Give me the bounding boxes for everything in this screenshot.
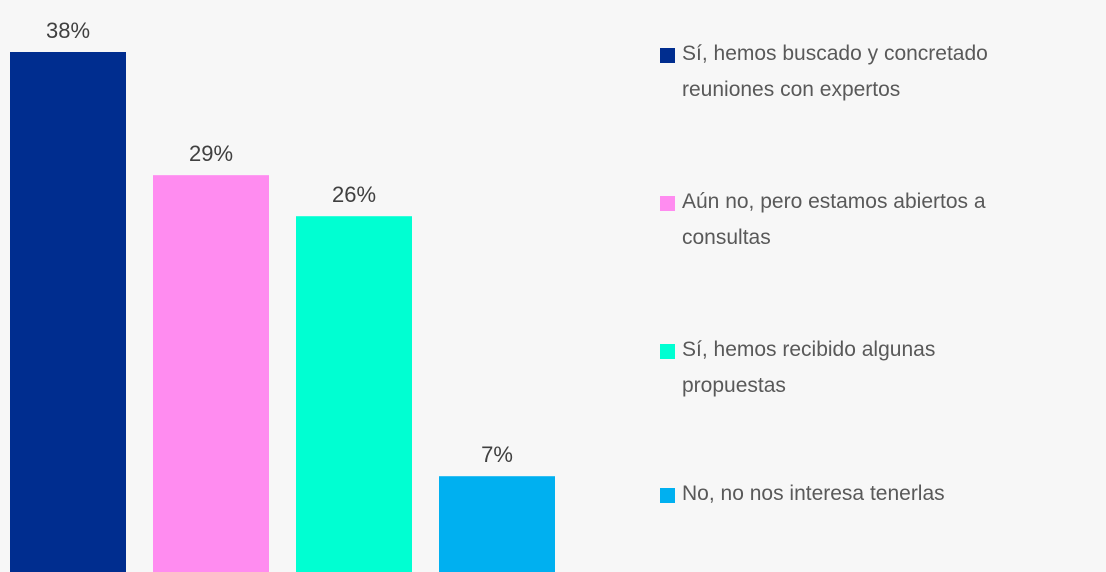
legend-swatch [660,196,675,211]
data-label: 29% [189,141,233,166]
legend-label: No, no nos interesa tenerlas [682,482,945,505]
chart: 38% 29% 26% 7% [10,18,555,572]
legend-swatch [660,488,675,503]
legend-label: Sí, hemos buscado y concretado reuniones… [682,42,988,101]
legend-item: Aún no, pero estamos abiertos a consulta… [660,184,1020,256]
data-label: 7% [481,442,513,467]
legend-swatch [660,48,675,63]
data-label: 26% [332,182,376,207]
bar [10,52,126,572]
legend-item: Sí, hemos recibido algunas propuestas [660,332,1020,404]
legend-item: Sí, hemos buscado y concretado reuniones… [660,36,1020,108]
legend-label: Sí, hemos recibido algunas propuestas [682,338,936,397]
bar [296,216,412,572]
legend-label: Aún no, pero estamos abiertos a consulta… [682,190,986,249]
bar [439,476,555,572]
legend-item: No, no nos interesa tenerlas [660,476,1020,512]
data-label: 38% [46,18,90,43]
legend-swatch [660,344,675,359]
bar [153,175,269,572]
